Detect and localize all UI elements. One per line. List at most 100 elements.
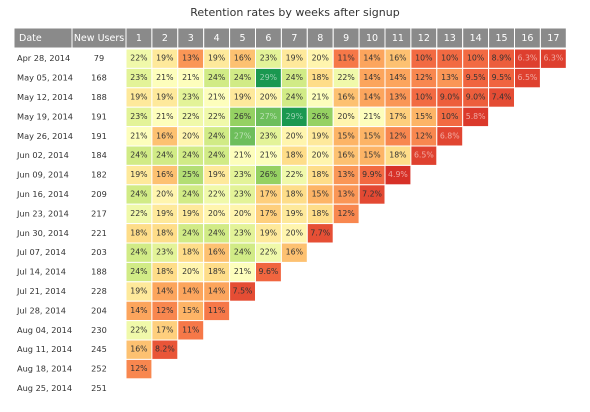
row-date-label: Jun 23, 2014 <box>16 208 69 218</box>
header-week-cell <box>539 27 567 49</box>
heatmap-cell-label: 16% <box>337 151 354 160</box>
heatmap-cell-label: 6.5% <box>414 151 434 160</box>
header-new-users-label: New Users <box>74 33 124 44</box>
heatmap-cell-label: 24% <box>130 267 147 276</box>
heatmap-cell-label: 24% <box>182 190 199 199</box>
header-week-label: 14 <box>470 33 482 44</box>
heatmap-cell-label: 18% <box>312 209 329 218</box>
heatmap-cell-label: 19% <box>182 209 199 218</box>
heatmap-cell-label: 19% <box>156 93 173 102</box>
heatmap-cell-label: 23% <box>130 73 147 82</box>
heatmap-cell-label: 21% <box>234 151 251 160</box>
heatmap-cell-label: 29% <box>260 73 277 82</box>
row-new-users-label: 188 <box>91 267 107 277</box>
heatmap-cell-label: 18% <box>156 267 173 276</box>
row-new-users-label: 204 <box>91 305 107 315</box>
row-date-label: Jun 30, 2014 <box>16 228 69 238</box>
heatmap-cell-label: 20% <box>182 267 199 276</box>
heatmap-cell <box>125 358 153 380</box>
heatmap-cell-label: 25% <box>182 170 199 179</box>
row-new-users-label: 230 <box>91 325 107 335</box>
row-new-users-label: 217 <box>91 208 107 218</box>
heatmap-cell-label: 12% <box>389 131 406 140</box>
heatmap-cell-label: 9.5% <box>492 73 512 82</box>
heatmap-cell-label: 15% <box>312 190 329 199</box>
heatmap-cell <box>332 203 360 225</box>
heatmap-cell-label: 23% <box>260 54 277 63</box>
row-date-label: Jul 28, 2014 <box>16 305 66 315</box>
row-date-label: May 19, 2014 <box>17 111 73 121</box>
row-new-users-label: 191 <box>91 131 107 141</box>
heatmap-cell-label: 16% <box>286 248 303 257</box>
heatmap-cell-label: 17% <box>260 190 277 199</box>
header-week-label: 10 <box>366 33 378 44</box>
row-date-label: Aug 18, 2014 <box>17 364 72 374</box>
heatmap-cell-label: 27% <box>234 131 251 140</box>
row-date-label: May 12, 2014 <box>17 92 73 102</box>
heatmap-cell-label: 16% <box>337 93 354 102</box>
heatmap-cell-label: 21% <box>130 131 147 140</box>
heatmap-cell <box>514 67 541 89</box>
row-date-label: May 26, 2014 <box>17 131 73 141</box>
heatmap-cell <box>306 223 334 244</box>
row-date-label: Aug 04, 2014 <box>17 325 72 335</box>
row-date-label: Jul 07, 2014 <box>16 247 66 257</box>
heatmap-cell <box>177 320 205 341</box>
heatmap-cell-label: 11% <box>337 54 354 63</box>
heatmap-cell <box>410 145 438 166</box>
heatmap-cell-label: 10% <box>441 54 458 63</box>
heatmap-cell-label: 14% <box>156 287 173 296</box>
heatmap-cell-label: 14% <box>389 73 406 82</box>
row-date-label: Jun 16, 2014 <box>16 189 69 199</box>
heatmap-cell-label: 12% <box>156 306 173 315</box>
heatmap-cell-label: 24% <box>182 228 199 237</box>
heatmap-cell-label: 16% <box>130 345 147 354</box>
heatmap-cell-label: 21% <box>260 151 277 160</box>
row-date-label: Aug 25, 2014 <box>17 383 72 393</box>
heatmap-cell-label: 21% <box>363 112 380 121</box>
heatmap-cell-label: 8.2% <box>155 345 175 354</box>
heatmap-cell-label: 18% <box>312 73 329 82</box>
heatmap-cell-label: 11% <box>208 306 225 315</box>
row-date-label: Aug 11, 2014 <box>17 344 72 354</box>
heatmap-cell-label: 23% <box>234 190 251 199</box>
heatmap-cell-label: 7.4% <box>492 93 512 102</box>
heatmap-cell <box>280 242 308 263</box>
heatmap-cell-label: 9.0% <box>466 93 486 102</box>
heatmap-cell-label: 8.9% <box>492 54 512 63</box>
row-date-label: Jul 21, 2014 <box>16 286 66 296</box>
heatmap-cell-label: 24% <box>234 73 251 82</box>
heatmap-cell-label: 16% <box>156 131 173 140</box>
heatmap-cell-label: 16% <box>208 248 225 257</box>
row-date-label: Jun 02, 2014 <box>16 150 69 160</box>
heatmap-cell-label: 22% <box>286 170 303 179</box>
heatmap-cell-label: 9.6% <box>259 267 279 276</box>
heatmap-cell-label: 18% <box>286 190 303 199</box>
heatmap-cell <box>488 87 516 108</box>
heatmap-cell-label: 22% <box>208 190 225 199</box>
row-new-users-label: 182 <box>91 170 107 180</box>
header-week-label: 9 <box>343 33 349 44</box>
heatmap-cell-label: 6.5% <box>518 73 538 82</box>
header-week-label: 15 <box>496 33 508 44</box>
heatmap-cell-label: 24% <box>130 190 147 199</box>
heatmap-cell-label: 14% <box>363 93 380 102</box>
chart-title: Retention rates by weeks after signup <box>190 6 400 19</box>
heatmap-cell-label: 7.7% <box>310 228 330 237</box>
heatmap-cell-label: 15% <box>182 306 199 315</box>
heatmap-cell-label: 14% <box>182 287 199 296</box>
heatmap-cell-label: 17% <box>389 112 406 121</box>
heatmap-cell-label: 9.0% <box>440 93 460 102</box>
header-week-label: 8 <box>317 33 323 44</box>
heatmap-cell-label: 19% <box>286 209 303 218</box>
header-week-label: 3 <box>188 33 194 44</box>
heatmap-cell-label: 12% <box>337 209 354 218</box>
row-date-label: Jul 14, 2014 <box>16 267 66 277</box>
heatmap-cell-label: 23% <box>156 248 173 257</box>
heatmap-cell-label: 23% <box>234 170 251 179</box>
heatmap-cell-label: 16% <box>389 54 406 63</box>
row-new-users-label: 251 <box>91 383 107 393</box>
heatmap-cell-label: 20% <box>286 228 303 237</box>
heatmap-cell <box>229 281 257 302</box>
